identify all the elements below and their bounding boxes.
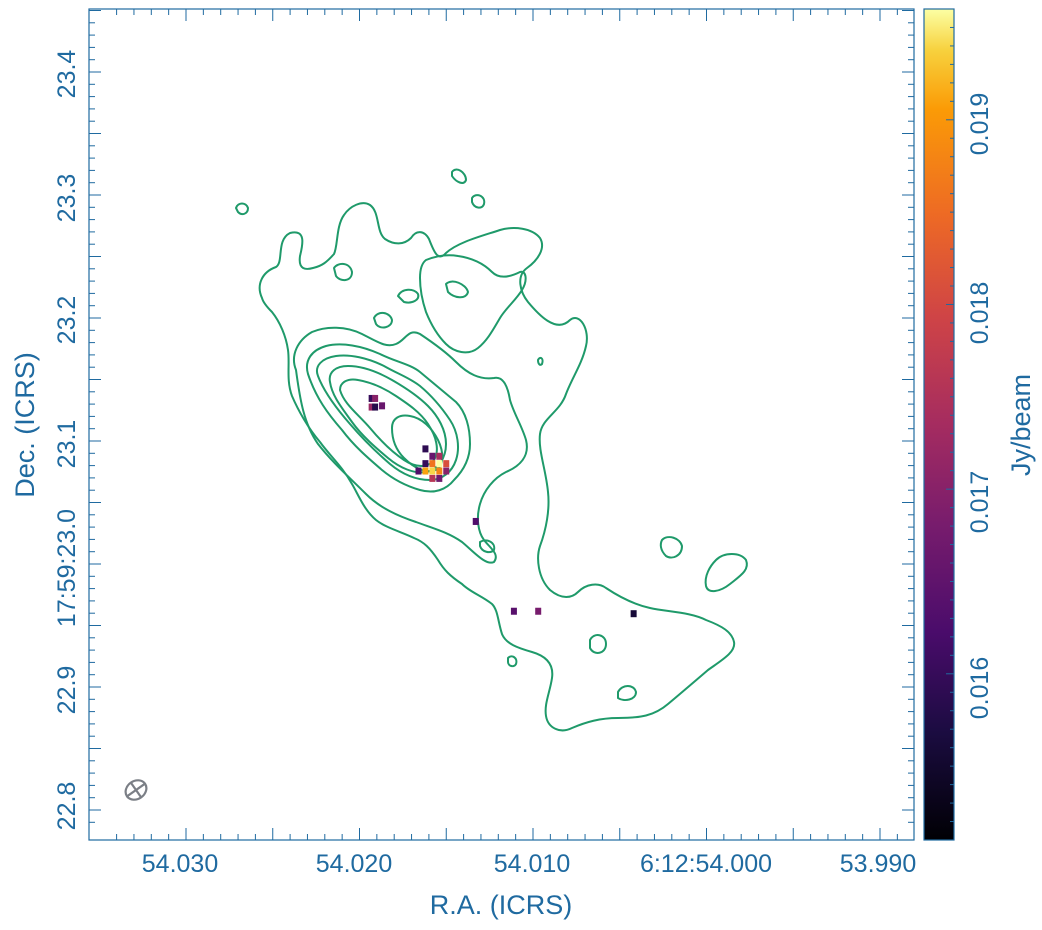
image-pixel [535,607,542,615]
contour-outer [258,202,736,732]
beam-ellipse [124,779,148,801]
contour-island-4 [397,288,420,304]
image-pixel [429,467,436,475]
contour-level-6 [339,378,438,467]
image-pixel [630,610,637,618]
y-axis-title: Dec. (ICRS) [10,352,40,498]
image-pixel [379,402,386,410]
y-tick-label: 22.8 [53,782,81,831]
image-pixel [436,474,443,482]
colorbar-frame [923,8,955,841]
image-pixel [436,460,443,468]
contour-island-12 [589,634,607,654]
image-pixel [443,467,450,475]
contour-island-5 [445,280,469,299]
colorbar-tick-label: 0.016 [966,657,994,720]
contour-level-2 [293,326,528,564]
contour-island-6 [373,312,393,329]
plot-ticks [89,9,914,840]
y-tick-labels: 22.8 22.9 17:59:23.0 23.1 23.2 23.3 23.4 [53,50,81,831]
contour-level-4 [316,354,459,481]
y-tick-label: 23.3 [53,174,81,223]
contour-hole-1 [419,254,527,354]
contour-level-3 [306,343,471,493]
y-tick-label: 17:59:23.0 [53,509,81,627]
image-pixel [429,474,436,482]
colorbar: 0.016 0.017 0.018 0.019 Jy/beam [923,8,1036,841]
image-pixel [436,467,443,475]
image-pixel [436,452,443,460]
image-pixel [422,445,429,453]
image-pixel [422,467,429,475]
pixel-layer [368,394,637,618]
colorbar-tick-label: 0.019 [966,93,994,156]
contour-island-3 [471,194,486,209]
contour-layer [235,168,748,732]
x-axis-title: R.A. (ICRS) [430,890,573,920]
contour-island-11 [479,539,496,554]
image-pixel [368,403,375,411]
image-pixel [422,460,429,468]
contour-island-14 [507,655,518,668]
contour-island-2 [451,168,467,184]
image-pixel [372,394,379,402]
image-pixel [510,607,517,615]
image-pixel [415,467,422,475]
x-tick-label: 6:12:54.000 [640,850,772,878]
y-tick-label: 23.4 [53,50,81,99]
image-pixel [368,394,375,402]
colorbar-tick-label: 0.018 [966,282,994,345]
plot-area [88,8,915,841]
image-pixel [472,517,479,525]
y-tick-label: 23.1 [53,420,81,469]
plot-frame [88,8,915,841]
image-pixel [372,403,379,411]
x-tick-label: 54.030 [142,850,218,878]
contour-island-7 [333,262,353,282]
contour-island-9 [659,536,683,559]
contour-island-8 [537,356,544,366]
image-pixel [443,460,450,468]
contour-island-13 [617,685,637,701]
contour-island-10 [704,553,748,592]
y-tick-label: 23.2 [53,296,81,345]
image-pixel [429,460,436,468]
colorbar-gradient [924,9,954,840]
x-tick-labels: 54.030 54.020 54.010 6:12:54.000 53.990 [142,850,916,878]
contour-level-5 [328,365,447,474]
x-tick-label: 54.010 [494,850,570,878]
x-tick-label: 54.020 [316,850,392,878]
x-tick-label: 53.990 [840,850,916,878]
contour-island-1 [235,202,249,216]
image-pixel [429,452,436,460]
colorbar-ticks [946,8,954,823]
y-tick-label: 22.9 [53,666,81,715]
colorbar-tick-label: 0.017 [966,471,994,534]
colorbar-title: Jy/beam [1006,374,1036,476]
